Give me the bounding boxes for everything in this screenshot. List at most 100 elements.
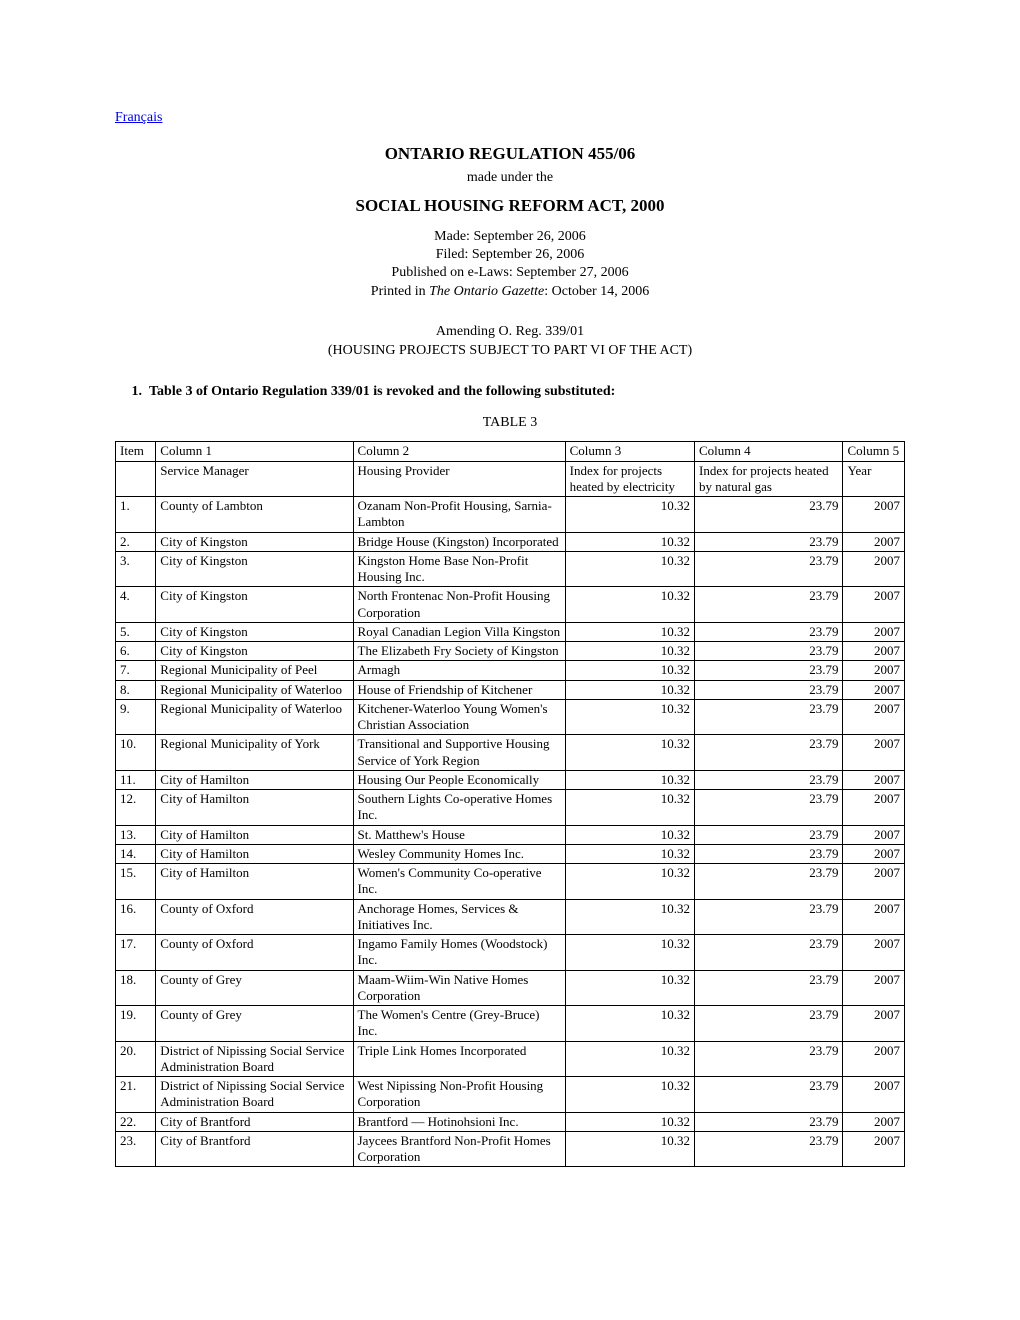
table-cell: 23.79 <box>695 551 843 587</box>
table-cell: Regional Municipality of Waterloo <box>156 699 353 735</box>
table-cell: 2007 <box>843 899 905 935</box>
meta-published: Published on e-Laws: September 27, 2006 <box>115 264 905 282</box>
table-row: 13.City of HamiltonSt. Matthew's House10… <box>116 825 905 844</box>
table-cell: 10.32 <box>565 735 694 771</box>
act-title: SOCIAL HOUSING REFORM ACT, 2000 <box>115 196 905 216</box>
table-cell: City of Hamilton <box>156 844 353 863</box>
table-cell: County of Oxford <box>156 935 353 971</box>
table-cell: 15. <box>116 864 156 900</box>
table-cell: 2007 <box>843 1077 905 1113</box>
table-cell: County of Grey <box>156 970 353 1006</box>
table-cell: City of Kingston <box>156 622 353 641</box>
section-number: 1. <box>132 384 143 399</box>
table-cell: 17. <box>116 935 156 971</box>
table-cell: County of Grey <box>156 1006 353 1042</box>
table-cell: 2007 <box>843 844 905 863</box>
table-header-cell: Column 3 <box>565 442 694 461</box>
table-cell: Anchorage Homes, Services & Initiatives … <box>353 899 565 935</box>
table-cell: 12. <box>116 790 156 826</box>
table-cell: District of Nipissing Social Service Adm… <box>156 1077 353 1113</box>
table-cell: Brantford — Hotinohsioni Inc. <box>353 1112 565 1131</box>
table-cell: 2. <box>116 532 156 551</box>
table-cell: 2007 <box>843 1112 905 1131</box>
table-cell: 23.79 <box>695 497 843 533</box>
table-cell: 10.32 <box>565 1041 694 1077</box>
table-cell: 10.32 <box>565 532 694 551</box>
table-row: 16.County of OxfordAnchorage Homes, Serv… <box>116 899 905 935</box>
table-cell: 10.32 <box>565 770 694 789</box>
table-cell: 23.79 <box>695 899 843 935</box>
table-row: 17.County of OxfordIngamo Family Homes (… <box>116 935 905 971</box>
section-lead: 1. Table 3 of Ontario Regulation 339/01 … <box>121 383 905 402</box>
table-cell: 6. <box>116 642 156 661</box>
table-cell: 1. <box>116 497 156 533</box>
table-cell: 2007 <box>843 642 905 661</box>
table-cell: 10. <box>116 735 156 771</box>
table-header-cell: Year <box>843 461 905 497</box>
table-row: 18.County of GreyMaam-Wiim-Win Native Ho… <box>116 970 905 1006</box>
table-cell: 20. <box>116 1041 156 1077</box>
table-cell: 18. <box>116 970 156 1006</box>
table-cell: 10.32 <box>565 699 694 735</box>
table-cell: City of Hamilton <box>156 770 353 789</box>
table-cell: 23.79 <box>695 532 843 551</box>
table-cell: 2007 <box>843 1006 905 1042</box>
meta-made: Made: September 26, 2006 <box>115 228 905 246</box>
table-row: 15.City of HamiltonWomen's Community Co-… <box>116 864 905 900</box>
table-cell: 2007 <box>843 587 905 623</box>
table-cell: 10.32 <box>565 680 694 699</box>
table-cell: 10.32 <box>565 825 694 844</box>
table-cell: 10.32 <box>565 551 694 587</box>
gazette-suffix: : October 14, 2006 <box>544 284 649 299</box>
table-row: 7.Regional Municipality of PeelArmagh10.… <box>116 661 905 680</box>
table-cell: Ozanam Non-Profit Housing, Sarnia-Lambto… <box>353 497 565 533</box>
table-cell: Kitchener-Waterloo Young Women's Christi… <box>353 699 565 735</box>
table-header-cell: Index for projects heated by natural gas <box>695 461 843 497</box>
table-cell: Regional Municipality of Peel <box>156 661 353 680</box>
table-cell: 10.32 <box>565 844 694 863</box>
metadata-block: Made: September 26, 2006 Filed: Septembe… <box>115 228 905 301</box>
table-cell: City of Kingston <box>156 642 353 661</box>
table-cell: 23.79 <box>695 642 843 661</box>
table-cell: 2007 <box>843 770 905 789</box>
section-text: Table 3 of Ontario Regulation 339/01 is … <box>149 384 615 399</box>
meta-filed: Filed: September 26, 2006 <box>115 246 905 264</box>
table-cell: Armagh <box>353 661 565 680</box>
table-cell: 23.79 <box>695 1006 843 1042</box>
table-header-cell: Housing Provider <box>353 461 565 497</box>
table-row: 12.City of HamiltonSouthern Lights Co-op… <box>116 790 905 826</box>
table-row: 23.City of BrantfordJaycees Brantford No… <box>116 1131 905 1167</box>
table-cell: Women's Community Co-operative Inc. <box>353 864 565 900</box>
table-row: 4.City of KingstonNorth Frontenac Non-Pr… <box>116 587 905 623</box>
table-header-cell: Column 4 <box>695 442 843 461</box>
table-cell: 2007 <box>843 864 905 900</box>
table-cell: 2007 <box>843 680 905 699</box>
table-cell: 23.79 <box>695 661 843 680</box>
table-cell: District of Nipissing Social Service Adm… <box>156 1041 353 1077</box>
amending-line2: (HOUSING PROJECTS SUBJECT TO PART VI OF … <box>115 342 905 361</box>
table-cell: 23.79 <box>695 844 843 863</box>
table-cell: 2007 <box>843 622 905 641</box>
table-cell: 10.32 <box>565 1112 694 1131</box>
table-cell: Southern Lights Co-operative Homes Inc. <box>353 790 565 826</box>
language-link[interactable]: Français <box>115 110 162 125</box>
table-row: 1.County of LambtonOzanam Non-Profit Hou… <box>116 497 905 533</box>
table-cell: 23.79 <box>695 587 843 623</box>
table-cell: 10.32 <box>565 864 694 900</box>
table-header-cell: Item <box>116 442 156 461</box>
table-cell: 3. <box>116 551 156 587</box>
table-cell: Maam-Wiim-Win Native Homes Corporation <box>353 970 565 1006</box>
table-cell: 2007 <box>843 699 905 735</box>
table-cell: Jaycees Brantford Non-Profit Homes Corpo… <box>353 1131 565 1167</box>
table-cell: Regional Municipality of York <box>156 735 353 771</box>
table-cell: Bridge House (Kingston) Incorporated <box>353 532 565 551</box>
table-cell: City of Kingston <box>156 587 353 623</box>
table-header-cell: Column 2 <box>353 442 565 461</box>
table-header-cell: Service Manager <box>156 461 353 497</box>
table-row: 8.Regional Municipality of WaterlooHouse… <box>116 680 905 699</box>
table-cell: Triple Link Homes Incorporated <box>353 1041 565 1077</box>
table-row: 5.City of KingstonRoyal Canadian Legion … <box>116 622 905 641</box>
table-cell: 23.79 <box>695 825 843 844</box>
table-cell: Ingamo Family Homes (Woodstock) Inc. <box>353 935 565 971</box>
table-cell: 23. <box>116 1131 156 1167</box>
